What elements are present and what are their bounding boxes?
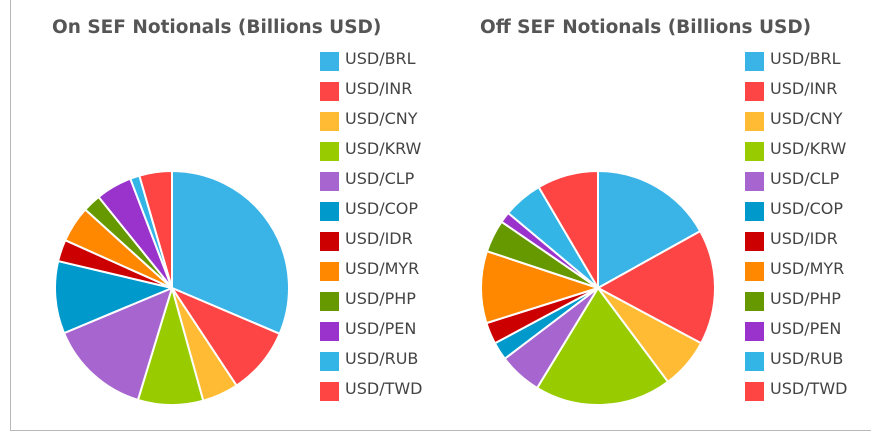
on-sef-chart-title: On SEF Notionals (Billions USD) bbox=[52, 17, 382, 38]
legend-label: USD/INR bbox=[345, 79, 413, 98]
off-sef-chart-title: Off SEF Notionals (Billions USD) bbox=[480, 17, 812, 38]
legend-swatch bbox=[320, 352, 339, 371]
legend-swatch bbox=[320, 292, 339, 311]
on-sef-slice-usd-clp[interactable] bbox=[63, 287, 173, 401]
legend-swatch bbox=[745, 52, 764, 71]
off-sef-slice-usd-myr[interactable] bbox=[480, 250, 599, 325]
legend-label: USD/COP bbox=[770, 199, 843, 218]
legend-label: USD/MYR bbox=[345, 259, 420, 278]
legend-label: USD/CLP bbox=[770, 169, 840, 188]
legend-swatch bbox=[320, 232, 339, 251]
legend-swatch bbox=[745, 172, 764, 191]
legend-swatch bbox=[745, 232, 764, 251]
legend-swatch bbox=[745, 142, 764, 161]
legend-label: USD/CNY bbox=[345, 109, 418, 128]
legend-label: USD/KRW bbox=[345, 139, 422, 158]
legend-swatch bbox=[745, 112, 764, 131]
legend-label: USD/IDR bbox=[345, 229, 413, 248]
legend-swatch bbox=[320, 382, 339, 401]
off-sef-slice-usd-inr[interactable] bbox=[597, 230, 716, 345]
off-sef-slice-usd-brl[interactable] bbox=[597, 170, 702, 289]
legend-swatch bbox=[745, 352, 764, 371]
legend-label: USD/BRL bbox=[770, 49, 841, 68]
off-sef-slice-usd-twd[interactable] bbox=[537, 170, 599, 289]
legend-label: USD/PHP bbox=[345, 289, 416, 308]
legend-swatch bbox=[745, 322, 764, 341]
legend-label: USD/PEN bbox=[770, 319, 842, 338]
on-sef-slice-usd-twd[interactable] bbox=[138, 170, 173, 289]
legend-label: USD/COP bbox=[345, 199, 418, 218]
legend-swatch bbox=[745, 202, 764, 221]
legend-swatch bbox=[320, 202, 339, 221]
legend-label: USD/RUB bbox=[770, 349, 844, 368]
legend-label: USD/BRL bbox=[345, 49, 416, 68]
legend-swatch bbox=[320, 142, 339, 161]
legend-label: USD/TWD bbox=[770, 379, 848, 398]
legend-label: USD/INR bbox=[770, 79, 838, 98]
legend-swatch bbox=[320, 52, 339, 71]
legend-swatch bbox=[320, 82, 339, 101]
legend-swatch bbox=[745, 262, 764, 281]
legend-swatch bbox=[320, 322, 339, 341]
legend-swatch bbox=[745, 292, 764, 311]
legend-swatch bbox=[320, 262, 339, 281]
on-sef-slice-usd-brl[interactable] bbox=[171, 170, 290, 335]
legend-label: USD/MYR bbox=[770, 259, 845, 278]
legend-label: USD/RUB bbox=[345, 349, 419, 368]
legend-label: USD/CNY bbox=[770, 109, 843, 128]
legend-swatch bbox=[745, 382, 764, 401]
legend-label: USD/KRW bbox=[770, 139, 847, 158]
legend-label: USD/CLP bbox=[345, 169, 415, 188]
legend-label: USD/PEN bbox=[345, 319, 417, 338]
legend-swatch bbox=[320, 112, 339, 131]
legend-label: USD/IDR bbox=[770, 229, 838, 248]
off-sef-slice-usd-krw[interactable] bbox=[536, 287, 669, 406]
legend-swatch bbox=[320, 172, 339, 191]
legend-label: USD/PHP bbox=[770, 289, 841, 308]
legend-label: USD/TWD bbox=[345, 379, 423, 398]
on-sef-slice-usd-cop[interactable] bbox=[54, 260, 173, 335]
legend-swatch bbox=[745, 82, 764, 101]
